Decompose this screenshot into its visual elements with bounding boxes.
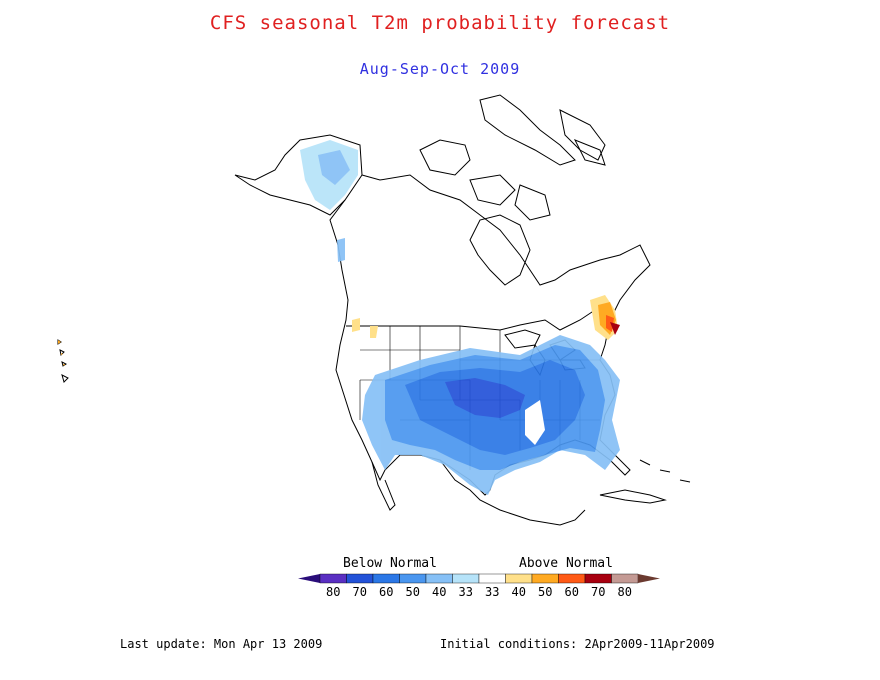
colorbar-swatch-2: [372, 573, 400, 584]
below-normal-shading: [300, 140, 620, 495]
colorbar-label-5: 33: [459, 585, 473, 599]
above-normal-70-region: [610, 322, 620, 335]
near-normal-gap: [525, 400, 545, 445]
colorbar-swatch-4: [425, 573, 453, 584]
alaska-outline: [234, 134, 363, 216]
below-normal-alaska-40: [318, 150, 350, 185]
colorbar-label-9: 60: [565, 585, 579, 599]
colorbar-swatch-8: [531, 573, 559, 584]
colorbar-swatch-11: [611, 573, 639, 584]
legend-below-normal-label: Below Normal: [343, 556, 437, 571]
colorbar-swatch-7: [505, 573, 533, 584]
initial-conditions-text: Initial conditions: 2Apr2009-11Apr2009: [440, 637, 715, 651]
colorbar-label-1: 70: [353, 585, 367, 599]
colorbar-swatch-6: [478, 573, 506, 584]
colorbar-low-end: [298, 574, 320, 583]
last-update-text: Last update: Mon Apr 13 2009: [120, 637, 323, 651]
colorbar-swatch-10: [584, 573, 612, 584]
north-america-forecast-map: [57, 94, 691, 526]
colorbar-label-11: 80: [618, 585, 632, 599]
colorbar-label-7: 40: [512, 585, 526, 599]
greenland-outline: [559, 109, 606, 161]
colorbar-label-2: 60: [379, 585, 393, 599]
legend-above-normal-label: Above Normal: [519, 556, 613, 571]
colorbar-label-8: 50: [538, 585, 552, 599]
above-normal-hawaii: [58, 340, 65, 366]
cuba-outline: [599, 489, 667, 504]
below-normal-70-region: [445, 378, 525, 418]
us-canada-border: [346, 304, 606, 331]
above-normal-60-region: [606, 315, 614, 332]
map-subtitle: Aug-Sep-Oct 2009: [359, 60, 521, 78]
colorbar-swatch-9: [558, 573, 586, 584]
colorbar-high-end: [638, 574, 660, 583]
mexico-outline: [371, 459, 586, 526]
above-normal-shading: [58, 295, 620, 366]
arctic-islands-outline: [419, 94, 606, 221]
colorbar-label-10: 70: [591, 585, 605, 599]
hudson-bay-outline: [469, 214, 531, 286]
colorbar-label-4: 40: [432, 585, 446, 599]
colorbar-swatch-0: [319, 573, 347, 584]
colorbar-swatch-3: [399, 573, 427, 584]
below-normal-pacific-coast: [337, 238, 345, 262]
colorbar-label-0: 80: [326, 585, 340, 599]
colorbar-label-3: 50: [406, 585, 420, 599]
hawaii-outline: [57, 339, 69, 383]
above-normal-northwest: [352, 318, 378, 338]
colorbar-label-6: 33: [485, 585, 499, 599]
caribbean-outline: [639, 459, 691, 483]
colorbar-swatch-5: [452, 573, 480, 584]
colorbar-swatch-1: [346, 573, 374, 584]
map-title: CFS seasonal T2m probability forecast: [209, 12, 671, 34]
probability-colorbar: 80 70 60 50 40 33 33 40 50 60 70 80: [298, 573, 660, 599]
